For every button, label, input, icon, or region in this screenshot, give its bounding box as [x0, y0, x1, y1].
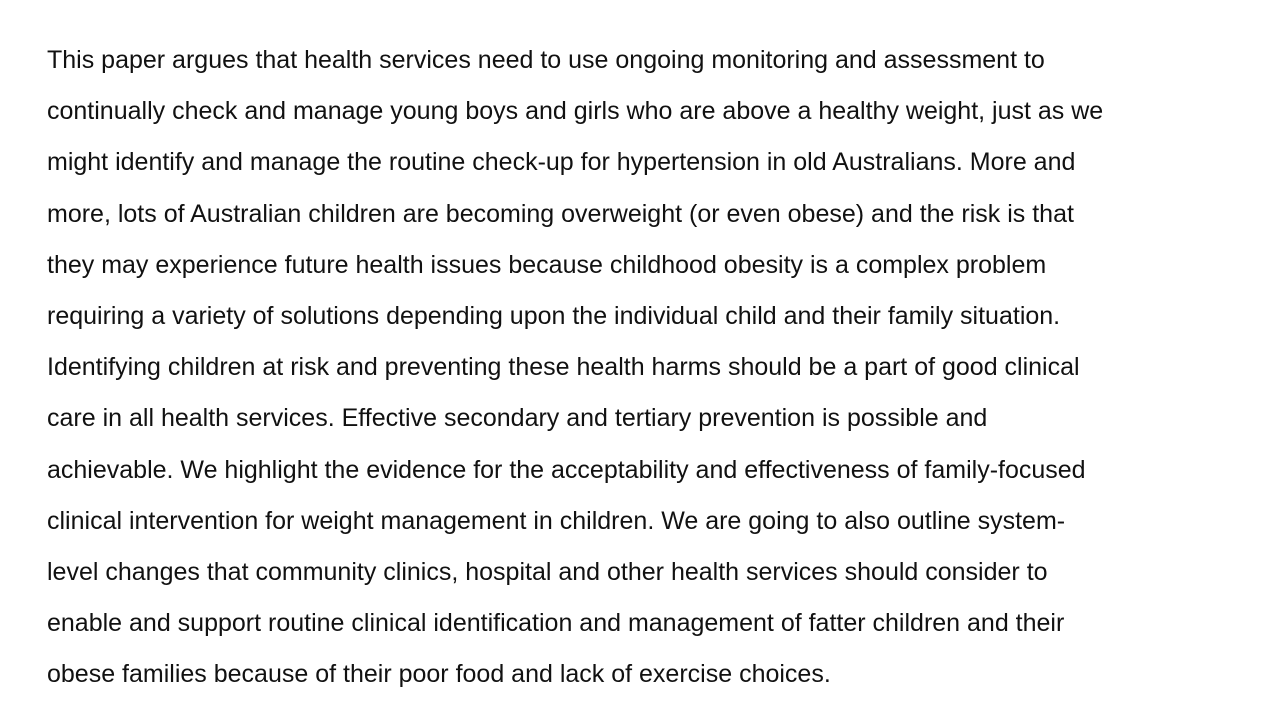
- text-line: more, lots of Australian children are be…: [47, 199, 1074, 228]
- text-line: obese families because of their poor foo…: [47, 660, 831, 689]
- text-line: enable and support routine clinical iden…: [47, 609, 1065, 638]
- text-line: level changes that community clinics, ho…: [47, 557, 1048, 586]
- text-line: continually check and manage young boys …: [47, 97, 1104, 126]
- document-body: This paper argues that health services n…: [47, 35, 1247, 700]
- text-line: This paper argues that health services n…: [47, 46, 1045, 74]
- text-line: might identify and manage the routine ch…: [47, 148, 1076, 177]
- paragraph: This paper argues that health services n…: [47, 35, 1247, 700]
- text-line: care in all health services. Effective s…: [47, 404, 988, 433]
- text-line: Identifying children at risk and prevent…: [47, 353, 1080, 382]
- text-line: requiring a variety of solutions dependi…: [47, 301, 1061, 330]
- text-line: achievable. We highlight the evidence fo…: [47, 455, 1086, 484]
- text-line: they may experience future health issues…: [47, 250, 1047, 279]
- text-line: clinical intervention for weight managem…: [47, 506, 1066, 535]
